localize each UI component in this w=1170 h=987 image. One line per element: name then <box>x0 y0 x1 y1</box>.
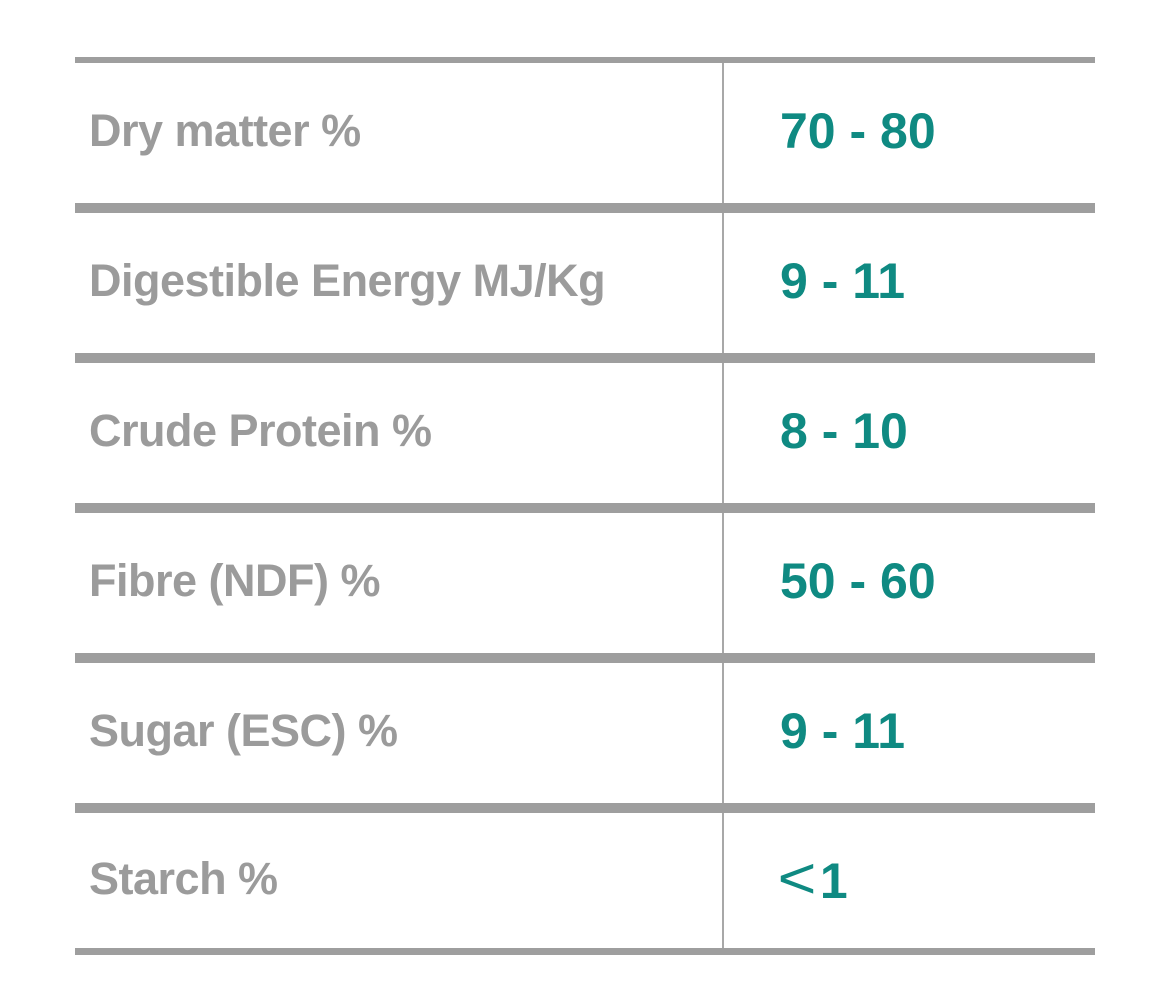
label-cell: Fibre (NDF) % <box>75 513 724 653</box>
value-cell: 9 - 11 <box>724 213 1095 353</box>
row-value-fibre: 50 - 60 <box>780 553 936 609</box>
table-row: Dry matter % 70 - 80 <box>75 63 1095 213</box>
table-row: Starch % <1 <box>75 813 1095 955</box>
value-cell: 70 - 80 <box>724 63 1095 203</box>
table-row: Crude Protein % 8 - 10 <box>75 363 1095 513</box>
row-value-dry-matter: 70 - 80 <box>780 103 936 159</box>
row-label-fibre: Fibre (NDF) % <box>89 555 381 606</box>
table-top-rule <box>75 57 1095 63</box>
row-label-crude-protein: Crude Protein % <box>89 405 432 456</box>
label-cell: Starch % <box>75 813 724 948</box>
row-value-starch: <1 <box>777 845 848 912</box>
row-label-starch: Starch % <box>89 852 278 904</box>
row-value-crude-protein: 8 - 10 <box>780 403 908 459</box>
value-cell: 8 - 10 <box>724 363 1095 503</box>
value-cell: 9 - 11 <box>724 663 1095 803</box>
less-than-symbol: < <box>777 846 817 911</box>
table-row: Fibre (NDF) % 50 - 60 <box>75 513 1095 663</box>
label-cell: Crude Protein % <box>75 363 724 503</box>
table-row: Sugar (ESC) % 9 - 11 <box>75 663 1095 813</box>
row-value-digestible-energy: 9 - 11 <box>780 253 906 309</box>
table-row: Digestible Energy MJ/Kg 9 - 11 <box>75 213 1095 363</box>
value-cell: 50 - 60 <box>724 513 1095 653</box>
row-label-digestible-energy: Digestible Energy MJ/Kg <box>89 255 606 306</box>
row-value-sugar: 9 - 11 <box>780 703 906 759</box>
row-label-sugar: Sugar (ESC) % <box>89 705 398 756</box>
row-value-starch-number: 1 <box>819 853 848 909</box>
label-cell: Digestible Energy MJ/Kg <box>75 213 724 353</box>
row-label-dry-matter: Dry matter % <box>89 105 361 156</box>
label-cell: Sugar (ESC) % <box>75 663 724 803</box>
label-cell: Dry matter % <box>75 63 724 203</box>
nutrition-table: Dry matter % 70 - 80 Digestible Energy M… <box>75 57 1095 955</box>
value-cell: <1 <box>724 813 1095 948</box>
